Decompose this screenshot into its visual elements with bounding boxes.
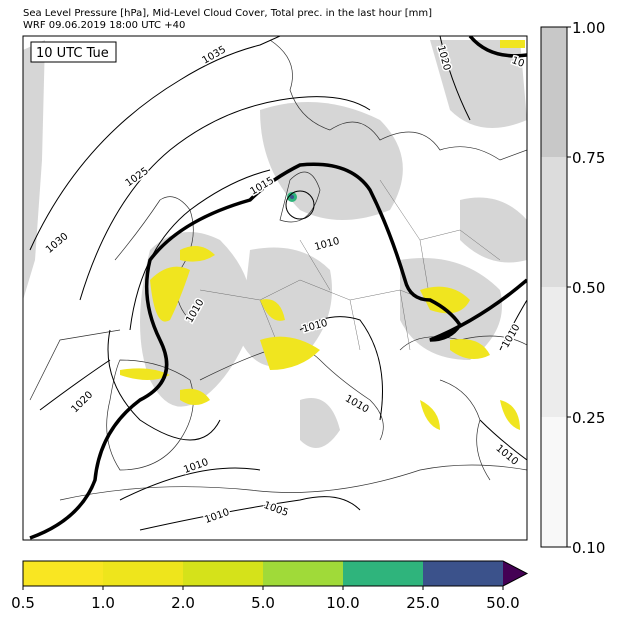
- colorbar-label: 25.0: [406, 594, 439, 612]
- colorbar-label: 1.0: [91, 594, 115, 612]
- colorbar-segment: [343, 561, 423, 586]
- time-label: 10 UTC Tue: [36, 46, 109, 61]
- colorbar-label: 2.0: [171, 594, 195, 612]
- colorbar-label: 0.75: [572, 149, 605, 167]
- colorbar-segment: [541, 157, 567, 287]
- colorbar-segment: [263, 561, 343, 586]
- colorbar-segment: [183, 561, 263, 586]
- colorbar-label: 0.10: [572, 539, 605, 557]
- colorbar-extension: [503, 561, 527, 586]
- map-frame: [22, 35, 528, 541]
- colorbar-label: 0.5: [11, 594, 35, 612]
- colorbar-label: 1.00: [572, 19, 605, 37]
- colorbar-segment: [541, 417, 567, 547]
- colorbar-label: 5.0: [251, 594, 275, 612]
- colorbar-segment: [423, 561, 503, 586]
- colorbar-segment: [23, 561, 103, 586]
- colorbar-segment: [541, 287, 567, 417]
- colorbar-label: 0.25: [572, 409, 605, 427]
- colorbar-segment: [103, 561, 183, 586]
- colorbar-label: 0.50: [572, 279, 605, 297]
- colorbar-label: 10.0: [326, 594, 359, 612]
- subtitle: WRF 09.06.2019 18:00 UTC +40: [23, 20, 185, 31]
- colorbar-label: 50.0: [486, 594, 519, 612]
- colorbar-segment: [541, 27, 567, 157]
- title: Sea Level Pressure [hPa], Mid-Level Clou…: [23, 8, 432, 19]
- colorbar-frame: [22, 560, 529, 587]
